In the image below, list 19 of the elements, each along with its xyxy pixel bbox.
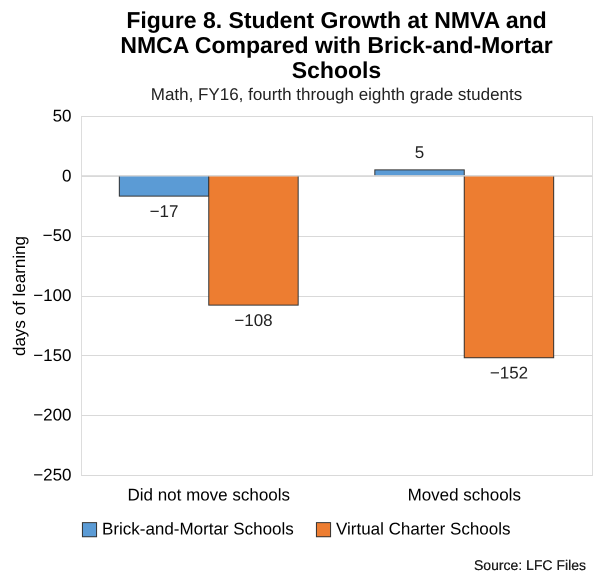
y-axis-title: days of learning bbox=[10, 236, 30, 356]
legend-label: Brick-and-Mortar Schools bbox=[102, 520, 294, 539]
y-tick-label: 50 bbox=[52, 106, 72, 126]
y-tick-label: −200 bbox=[33, 406, 72, 425]
data-label: −17 bbox=[150, 202, 178, 222]
data-label: 5 bbox=[414, 142, 424, 162]
y-tick-label: −50 bbox=[42, 226, 72, 246]
data-label: −108 bbox=[234, 311, 273, 330]
y-tick-label: 0 bbox=[62, 166, 72, 186]
y-tick-label: −100 bbox=[33, 286, 72, 305]
legend-label: Virtual Charter Schools bbox=[336, 520, 510, 539]
data-label: −152 bbox=[490, 364, 528, 383]
x-tick-label: Moved schools bbox=[408, 486, 521, 504]
chart-subtitle: Math, FY16, fourth through eighth grade students bbox=[150, 85, 522, 104]
x-tick-label: Did not move schools bbox=[127, 486, 290, 504]
chart-title: Figure 8. Student Growth at NMVA and NMCA Compared with Brick-and-Mortar Schools bbox=[120, 7, 553, 83]
y-tick-label: −150 bbox=[33, 346, 72, 365]
source-note: Source: LFC Files bbox=[474, 557, 586, 573]
y-tick-label: −250 bbox=[33, 466, 72, 484]
